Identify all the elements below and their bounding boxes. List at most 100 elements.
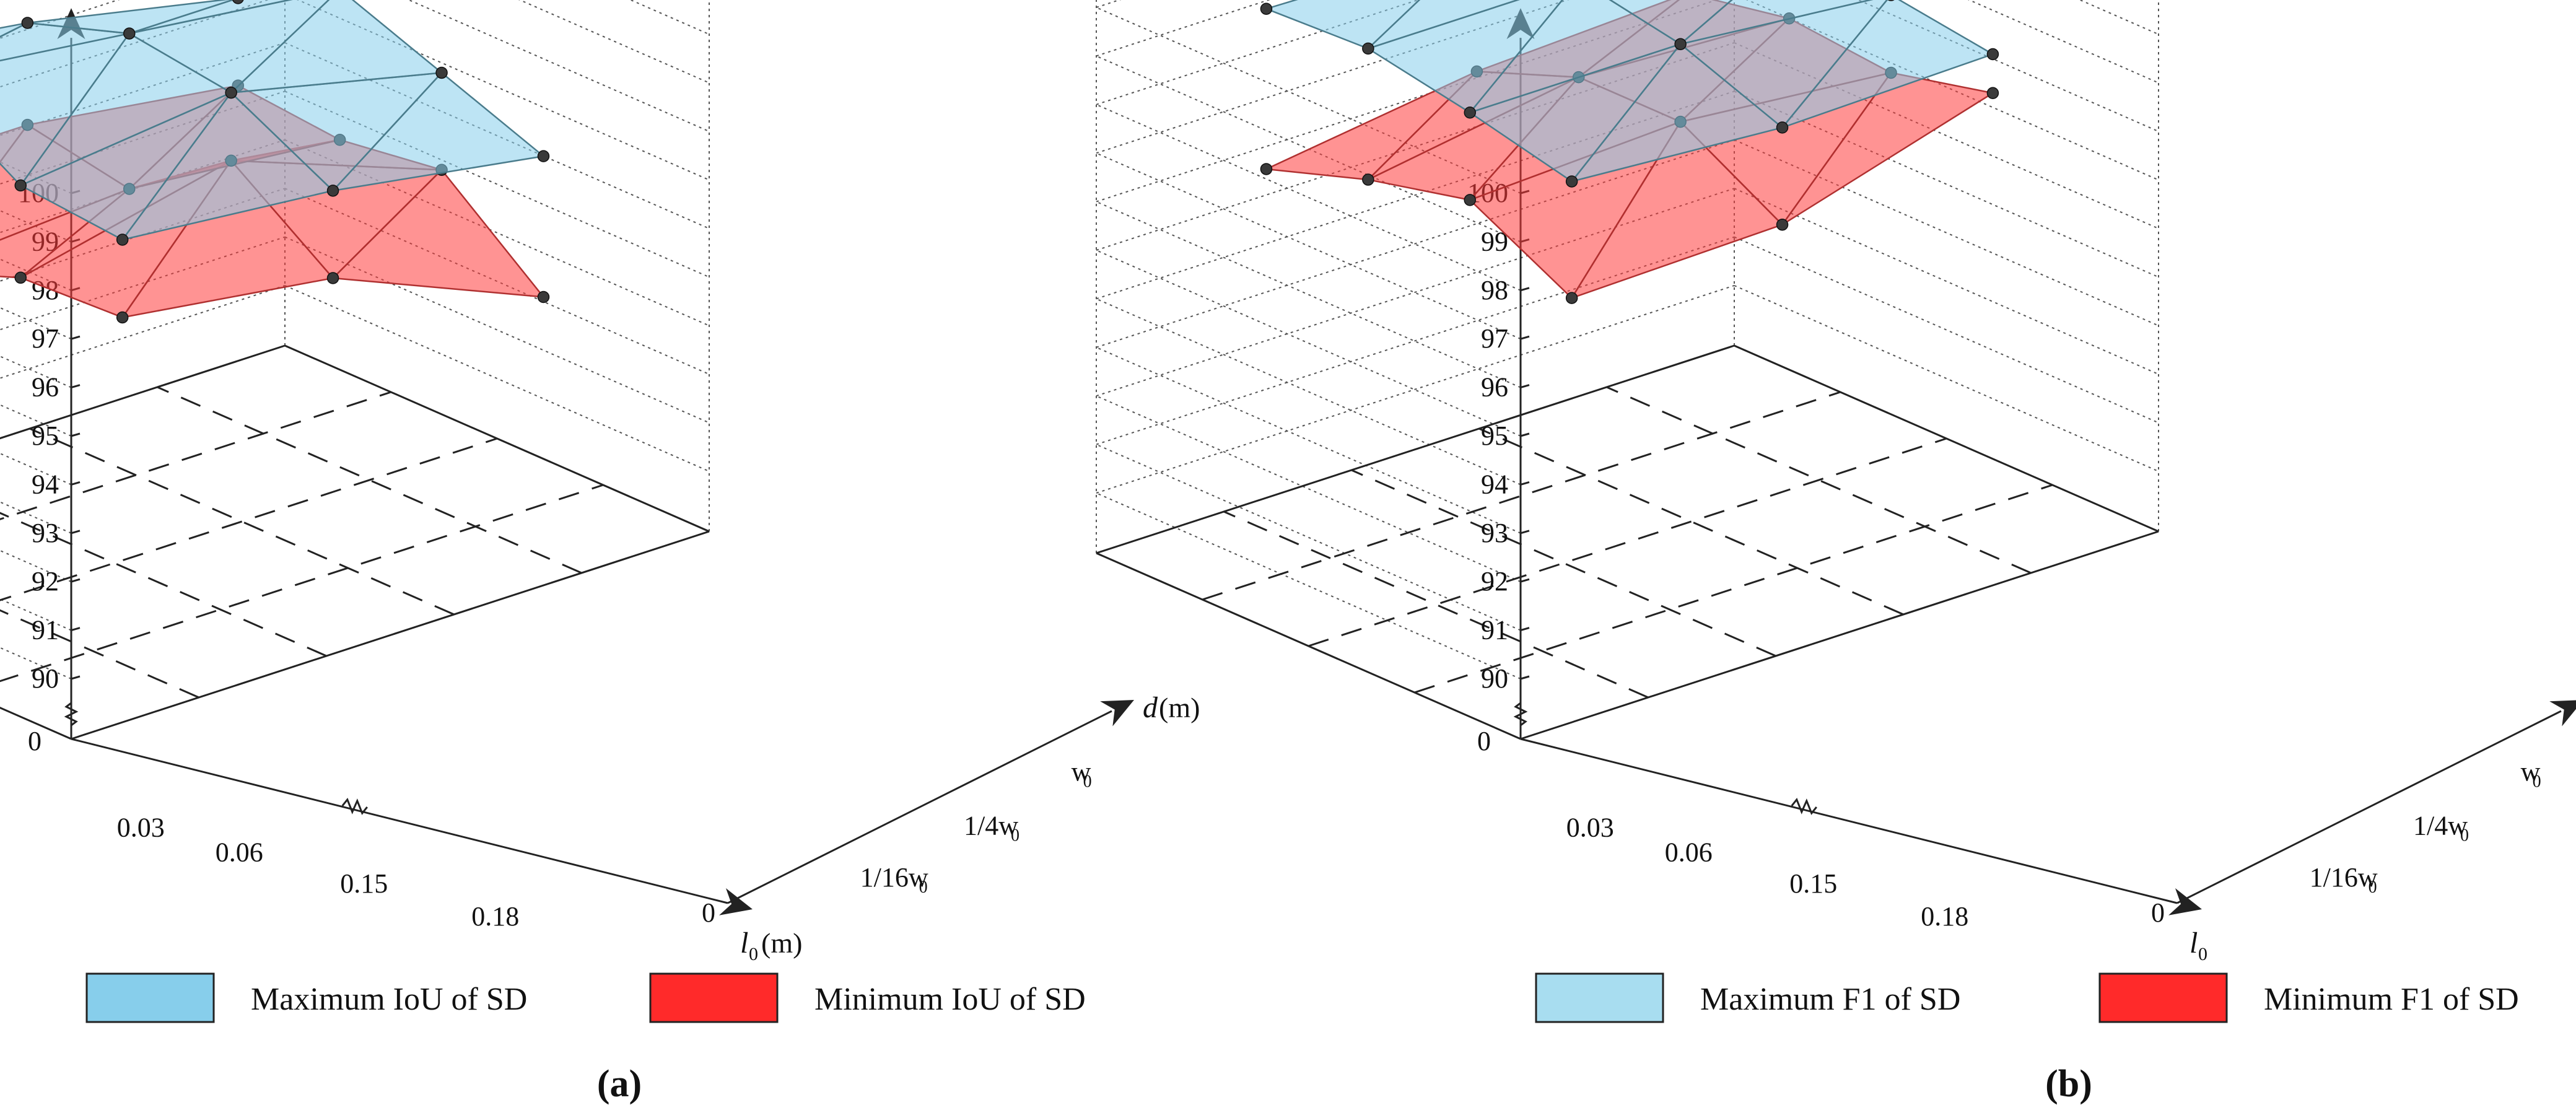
z-tick-label: 96 <box>32 372 59 403</box>
floor-gridline <box>1223 510 1649 699</box>
wall-gridline <box>0 285 286 379</box>
floor-grid <box>1096 344 2159 740</box>
data-point <box>123 27 136 40</box>
l0-tick-label: 0.03 <box>1566 813 1614 843</box>
legend-swatch <box>649 972 779 1023</box>
panel-b: 909192939495969798991000F1(%)0.030.060.1… <box>1096 0 2576 1105</box>
data-point <box>537 150 550 162</box>
z-tick-label: 95 <box>32 421 59 451</box>
z-tick-label: 94 <box>32 469 59 499</box>
z-tick <box>71 432 81 437</box>
wall-gridline <box>1096 346 1521 534</box>
data-point <box>1362 173 1374 186</box>
floor-gridline <box>0 391 391 520</box>
panel-label: (a) <box>597 1063 642 1105</box>
data-point <box>116 234 129 246</box>
z-tick <box>1520 287 1530 292</box>
l0-zero-label: 0 <box>2151 897 2165 928</box>
floor-edge <box>71 530 710 740</box>
surfaces <box>1260 0 1999 304</box>
legend-label: Maximum IoU of SD <box>251 982 527 1017</box>
surface-facet <box>1263 71 1478 181</box>
l0-axis: 0.03 0.06 0.15 0.18 0l 0 <box>1520 738 2207 964</box>
z-tick <box>1520 675 1530 680</box>
floor-edge <box>1096 344 1735 554</box>
wall-gridline <box>1967 0 2159 84</box>
l0-axis-break <box>341 798 368 815</box>
wall-gridline <box>518 0 710 84</box>
l0-axis-unit: (m) <box>761 927 802 959</box>
data-point <box>1260 163 1273 175</box>
surface-facet <box>27 0 235 35</box>
wall-gridline <box>296 0 710 181</box>
z-tick <box>71 335 81 340</box>
wall-gridline <box>1096 7 1521 194</box>
wall-gridline <box>1096 201 1521 388</box>
wall-gridline <box>1734 90 2159 278</box>
d-tick-label: w <box>1072 757 1091 787</box>
data-point <box>116 311 129 324</box>
floor-grid <box>0 344 710 740</box>
wall-gridline <box>284 285 710 472</box>
data-point <box>1887 0 1895 1</box>
d-axis-arrow <box>2549 700 2576 727</box>
d-tick-label: 1/16w <box>860 862 928 893</box>
z-tick <box>71 384 81 389</box>
z-tick <box>71 481 81 486</box>
d-axis-line <box>727 710 1112 904</box>
l0-tick-label: 0.06 <box>216 837 263 867</box>
wall-gridline <box>1096 0 1271 57</box>
wall-gridline <box>629 0 710 35</box>
legend-label: Minimum IoU of SD <box>814 982 1086 1017</box>
wall-gridline <box>1734 42 2159 229</box>
z-tick-label: 90 <box>1481 663 1508 694</box>
floor-gridline <box>1202 391 1841 601</box>
wall-gridline <box>1734 285 2159 472</box>
legend: Maximum F1 of SD Minimum F1 of SD <box>1535 972 2519 1023</box>
z-tick-label: 93 <box>1481 518 1508 548</box>
data-point <box>225 86 237 99</box>
d-tick-subscript: 0 <box>2533 772 2541 792</box>
data-point <box>326 272 339 284</box>
legend-swatch <box>2098 972 2228 1023</box>
l0-tick-label: 0.15 <box>1789 868 1837 899</box>
z-tick-label: 94 <box>1481 469 1508 499</box>
z-tick-label: 97 <box>32 323 59 354</box>
d-tick-subscript: 0 <box>1011 826 1019 845</box>
z-tick-label: 91 <box>1481 615 1508 645</box>
z-tick <box>1520 384 1530 389</box>
l0-axis-arrow <box>719 888 753 915</box>
l0-tick-label: 0.15 <box>340 868 388 899</box>
data-point <box>1464 106 1476 119</box>
panel-a: 909192939495969798991000IoU(%)0.030.060.… <box>0 0 1200 1105</box>
z-tick <box>1520 481 1530 486</box>
wall-gridline <box>284 139 710 326</box>
data-point <box>1986 87 1999 99</box>
z-axis-break <box>64 702 79 727</box>
z-tick-label: 91 <box>32 615 59 645</box>
l0-tick-label: 0.06 <box>1665 837 1713 867</box>
d-tick-label: 1/4w <box>2413 811 2468 841</box>
z-tick <box>1520 432 1530 437</box>
d-tick-subscript: 0 <box>1083 772 1092 792</box>
floor-gridline <box>1606 386 2032 574</box>
surface-facet <box>1264 0 1421 50</box>
data-point <box>21 17 34 29</box>
z-tick <box>71 578 81 583</box>
surface-facet <box>0 22 28 38</box>
z-tick-label: 92 <box>1481 566 1508 596</box>
z-tick-label: 97 <box>1481 323 1508 354</box>
data-point <box>435 66 448 79</box>
wall-gridline <box>284 90 710 278</box>
z-tick <box>1520 335 1530 340</box>
surfaces <box>0 0 550 324</box>
floor-edge <box>0 344 286 440</box>
d-tick-subscript: 0 <box>2460 826 2469 845</box>
l0-tick-label: 0.18 <box>471 901 519 932</box>
legend: Maximum IoU of SD Minimum IoU of SD <box>85 972 1086 1023</box>
legend-label: Maximum F1 of SD <box>1700 982 1960 1017</box>
data-point <box>1776 218 1789 231</box>
wall-gridline <box>2079 0 2159 35</box>
l0-axis-title: l <box>740 927 748 959</box>
